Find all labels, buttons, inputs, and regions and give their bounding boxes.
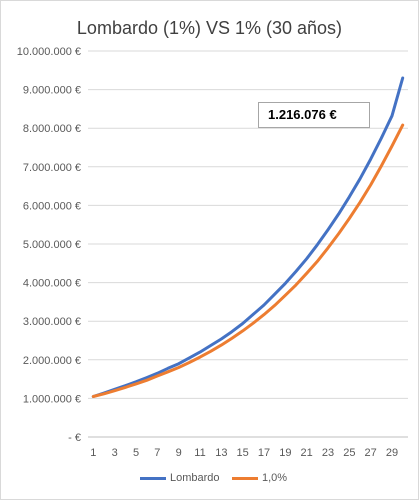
y-tick-label: 2.000.000 €	[23, 355, 81, 367]
x-tick-label: 23	[322, 447, 334, 459]
x-tick-label: 15	[237, 447, 249, 459]
y-tick-label: 10.000.000 €	[17, 46, 81, 58]
y-axis-ticks: - € 1.000.000 € 2.000.000 € 3.000.000 € 4.00…	[17, 46, 81, 444]
y-tick-label: 6.000.000 €	[23, 200, 81, 212]
y-tick-label: 9.000.000 €	[23, 85, 81, 97]
series-line-lombardo	[91, 76, 405, 398]
legend-swatch-lombardo	[140, 476, 166, 480]
x-tick-label: 1	[90, 447, 96, 459]
y-tick-label: 5.000.000 €	[23, 239, 81, 251]
y-tick-label: 4.000.000 €	[23, 278, 81, 290]
legend-item-1pct: 1,0%	[232, 472, 287, 484]
y-tick-label: 8.000.000 €	[23, 123, 81, 135]
x-axis-ticks: 1 3 5 7 9 11 13 15 17 19 21 23 25 27 29	[90, 447, 398, 459]
x-tick-label: 19	[279, 447, 291, 459]
legend-item-lombardo: Lombardo	[140, 472, 220, 484]
x-tick-label: 27	[365, 447, 377, 459]
x-tick-label: 17	[258, 447, 270, 459]
chart-title: Lombardo (1%) VS 1% (30 años)	[76, 18, 343, 38]
x-tick-label: 7	[154, 447, 160, 459]
x-tick-label: 5	[133, 447, 139, 459]
x-tick-label: 3	[112, 447, 118, 459]
legend-label-lombardo: Lombardo	[170, 472, 220, 484]
legend-swatch-1pct	[232, 476, 258, 480]
y-tick-label: 7.000.000 €	[23, 162, 81, 174]
x-tick-label: 21	[301, 447, 313, 459]
x-tick-label: 11	[194, 447, 205, 459]
gridlines	[88, 50, 408, 438]
series-line-1pct	[91, 123, 405, 398]
y-tick-label: - €	[68, 432, 81, 444]
legend: Lombardo 1,0%	[0, 472, 419, 490]
x-tick-label: 29	[386, 447, 398, 459]
series-lines	[91, 76, 405, 398]
y-tick-label: 1.000.000 €	[23, 393, 81, 405]
y-tick-label: 3.000.000 €	[23, 316, 81, 328]
x-tick-label: 25	[343, 447, 355, 459]
x-tick-label: 13	[215, 447, 227, 459]
difference-annotation: 1.216.076 €	[258, 102, 370, 128]
x-tick-label: 9	[176, 447, 182, 459]
legend-label-1pct: 1,0%	[262, 472, 288, 484]
